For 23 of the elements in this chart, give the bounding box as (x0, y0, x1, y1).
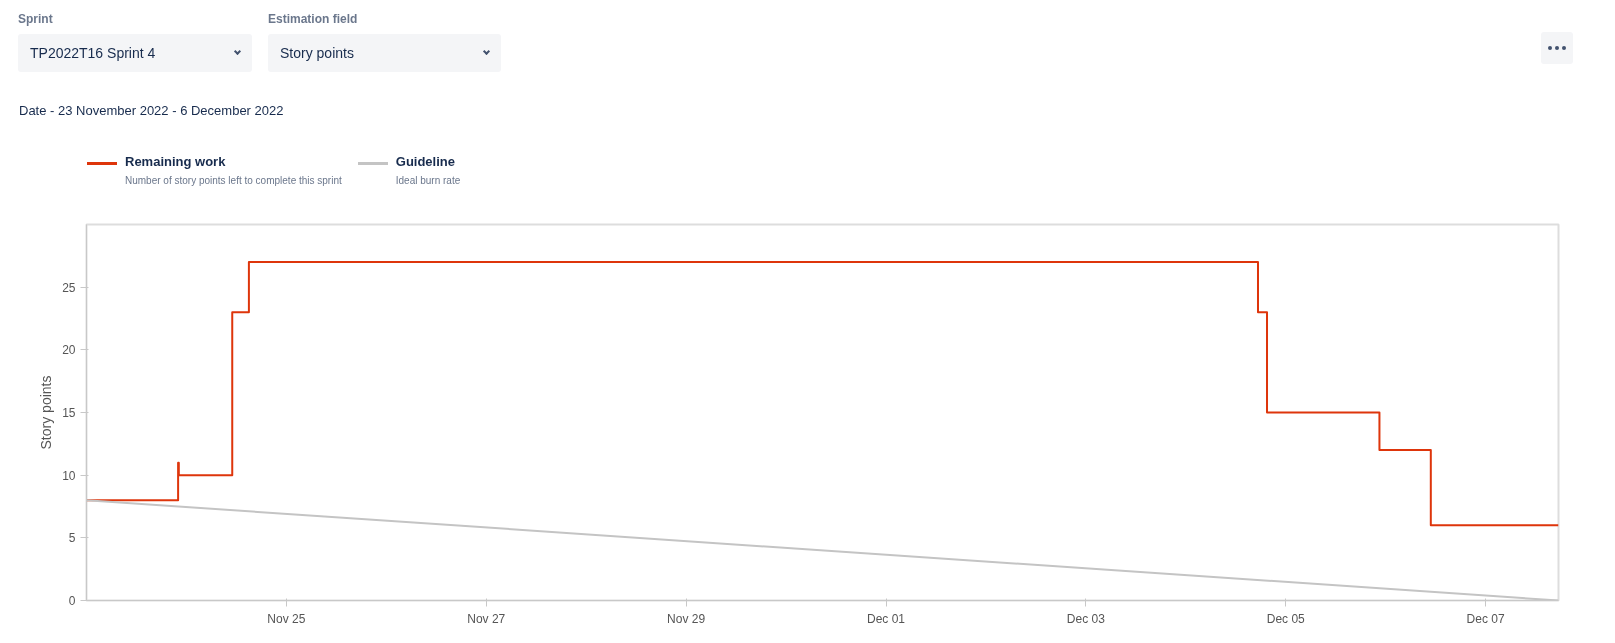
text: TP2022T16 Sprint 4 (30, 44, 156, 64)
text: Number of story points left to complete this sprint (125, 174, 342, 189)
x-tick-label: Nov 25 (267, 611, 306, 626)
text: Ideal burn rate (395, 174, 461, 189)
legend-label: Guideline (395, 152, 456, 171)
x-tick-label: Nov 29 (667, 611, 706, 626)
y-tick-label: 10 (62, 468, 76, 483)
x-tick-label: Nov 27 (467, 611, 506, 626)
x-tick-label: Dec 05 (1266, 611, 1306, 626)
text: Story points (280, 44, 354, 64)
y-tick-label: 15 (62, 406, 76, 420)
text: Sprint (18, 11, 54, 28)
x-tick-label: Dec 03 (1066, 611, 1106, 626)
legend-label: Remaining work (125, 152, 227, 171)
y-tick-label: 0 (68, 594, 76, 608)
x-tick-label: Dec 07 (1466, 611, 1505, 626)
x-tick-label: Dec 01 (866, 611, 906, 626)
y-tick-label: 5 (68, 531, 76, 546)
y-tick-label: 25 (62, 280, 76, 295)
y-axis-title: Story points (38, 375, 55, 450)
text: Estimation field (268, 11, 359, 28)
chart-title: Date - 23 November 2022 - 6 December 2022 (18, 102, 285, 121)
y-tick-label: 20 (62, 343, 76, 358)
